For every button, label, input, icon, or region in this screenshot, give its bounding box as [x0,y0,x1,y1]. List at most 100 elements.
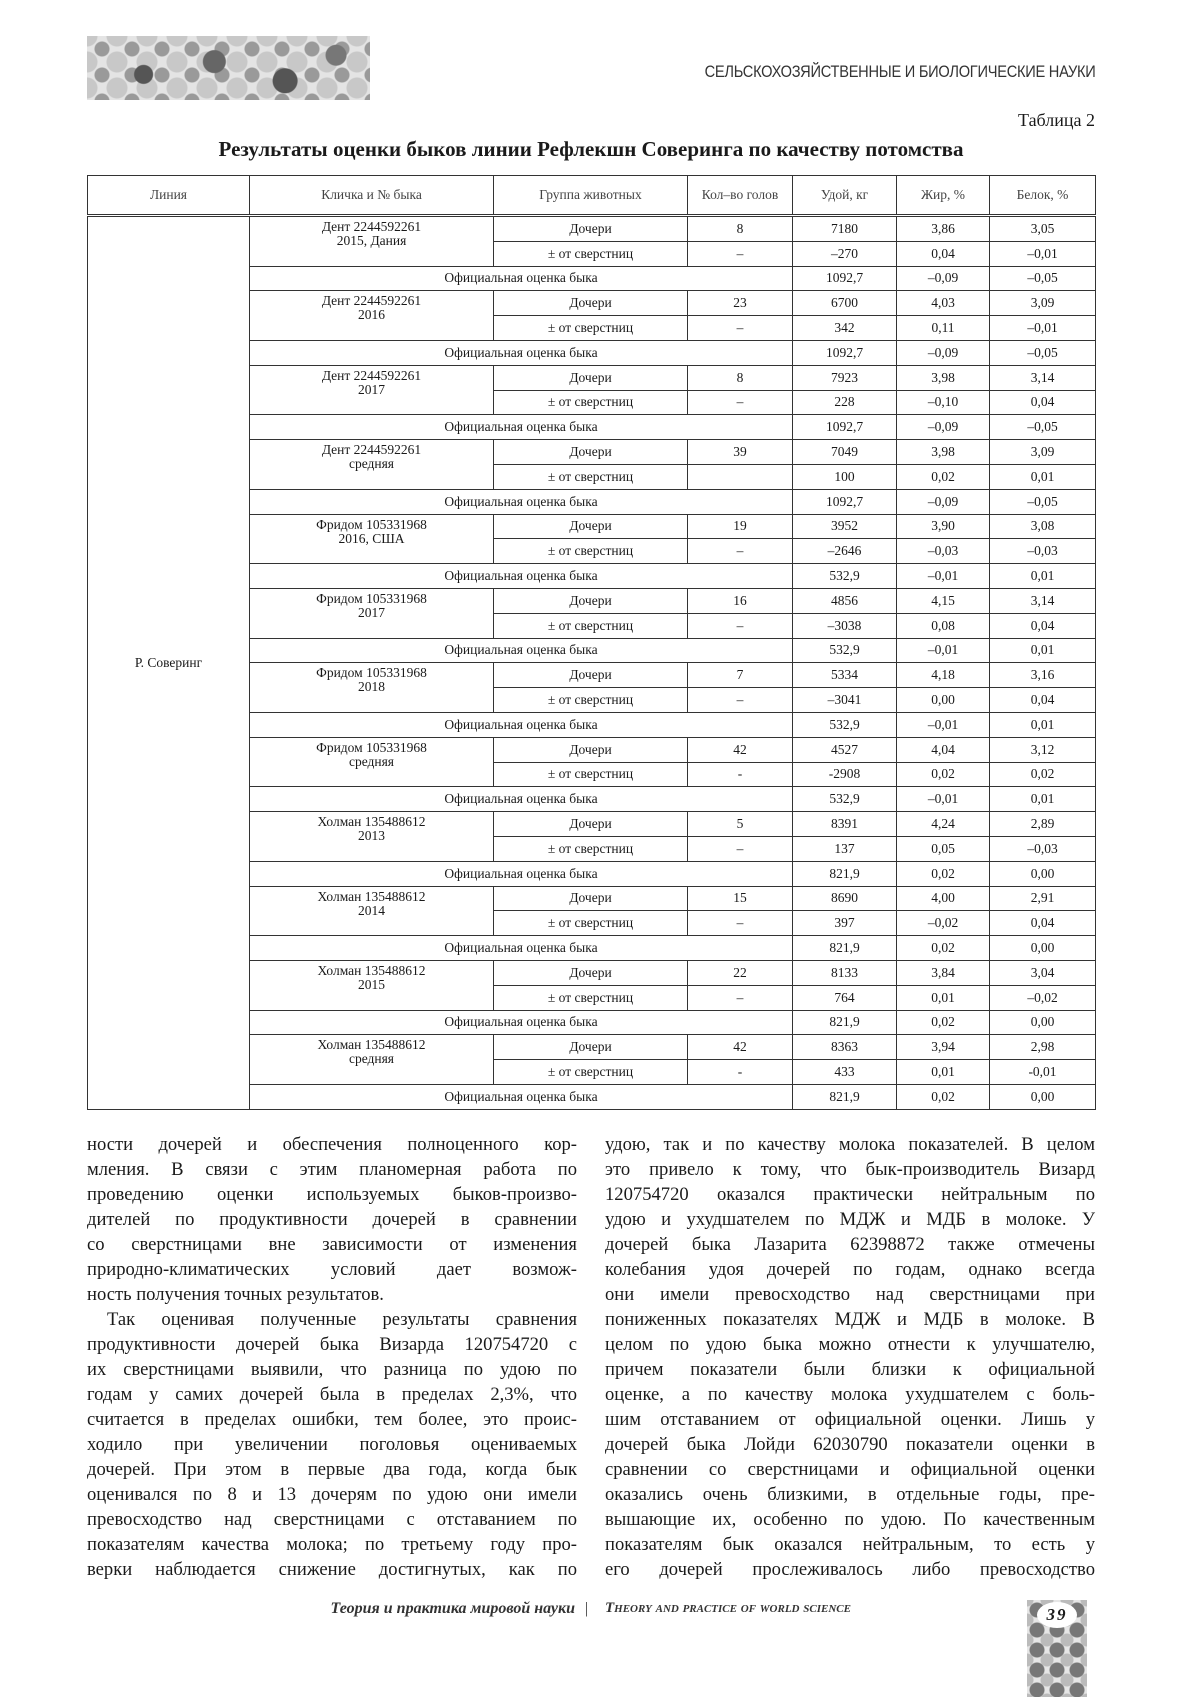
value-cell: 39 [688,440,793,465]
value-cell: 0,00 [990,861,1096,886]
value-cell: 5334 [793,663,897,688]
value-cell: 0,02 [990,762,1096,787]
value-cell: –0,03 [990,836,1096,861]
bull-name-cell: Холман 1354886122015 [250,960,494,1010]
text-line: их сверстницами выявили, что разница по … [87,1357,577,1382]
text-line: 120754720 оказался практически нейтральн… [605,1182,1095,1207]
group-label: ± от сверстниц [494,613,688,638]
text-line: проведению оценки используемых быков-про… [87,1182,577,1207]
value-cell: 7 [688,663,793,688]
group-label: ± от сверстниц [494,539,688,564]
text-line: дочерей быка Лойди 62030790 показатели о… [605,1432,1095,1457]
bull-name: Фридом 105331968 [250,592,493,606]
value-cell: 6700 [793,291,897,316]
bull-name-cell: Холман 1354886122013 [250,812,494,862]
value-cell: 4,15 [897,588,990,613]
value-cell: 821,9 [793,1010,897,1035]
value-cell [688,464,793,489]
value-cell: 0,08 [897,613,990,638]
group-label: Дочери [494,365,688,390]
results-table: ЛинияКличка и № быкаГруппа животныхКол–в… [87,175,1096,1110]
text-line: оказались очень близкими, в отдельные го… [605,1482,1095,1507]
value-cell: 8391 [793,812,897,837]
group-label: ± от сверстниц [494,316,688,341]
value-cell: – [688,985,793,1010]
section-title: СЕЛЬСКОХОЗЯЙСТВЕННЫЕ И БИОЛОГИЧЕСКИЕ НАУ… [704,62,1095,82]
bull-name: Фридом 105331968 [250,741,493,755]
bull-subtitle: 2013 [250,829,493,843]
value-cell: 23 [688,291,793,316]
value-cell: 2,91 [990,886,1096,911]
value-cell: 0,02 [897,861,990,886]
value-cell: - [688,762,793,787]
value-cell: 4,00 [897,886,990,911]
value-cell: 0,04 [990,613,1096,638]
group-label: Дочери [494,440,688,465]
value-cell: 4856 [793,588,897,613]
value-cell: 3,09 [990,440,1096,465]
official-label: Официальная оценка быка [250,415,793,440]
group-label: ± от сверстниц [494,241,688,266]
value-cell: 1092,7 [793,415,897,440]
value-cell: 0,04 [897,241,990,266]
table-row: Р. СоверингДент 22445922612015, ДанияДоч… [88,216,1096,242]
value-cell: 821,9 [793,1084,897,1109]
column-header: Линия [88,176,250,216]
value-cell: – [688,316,793,341]
official-label: Официальная оценка быка [250,340,793,365]
group-label: Дочери [494,588,688,613]
value-cell: 0,04 [990,911,1096,936]
value-cell: 3,12 [990,737,1096,762]
value-cell: 0,11 [897,316,990,341]
value-cell: 0,00 [897,688,990,713]
bull-name-cell: Фридом 105331968средняя [250,737,494,787]
value-cell: -2908 [793,762,897,787]
bull-name: Дент 2244592261 [250,369,493,383]
value-cell: –0,05 [990,340,1096,365]
text-column-right: удою, так и по качеству молока показател… [605,1132,1095,1582]
value-cell: –0,01 [897,564,990,589]
bull-name-cell: Дент 22445922612017 [250,365,494,415]
column-header: Жир, % [897,176,990,216]
bull-subtitle: 2015 [250,978,493,992]
value-cell: 2,89 [990,812,1096,837]
value-cell: 8363 [793,1035,897,1060]
bull-name-cell: Холман 1354886122014 [250,886,494,936]
value-cell: – [688,911,793,936]
value-cell: – [688,390,793,415]
text-line: ности дочерей и обеспечения полноценного… [87,1132,577,1157]
value-cell: 821,9 [793,936,897,961]
value-cell: 137 [793,836,897,861]
text-column-left: ности дочерей и обеспечения полноценного… [87,1132,577,1582]
group-label: ± от сверстниц [494,985,688,1010]
official-label: Официальная оценка быка [250,638,793,663]
value-cell: –0,09 [897,340,990,365]
text-line: дочерей быка Лазарита 62398872 также отм… [605,1232,1095,1257]
bull-subtitle: 2014 [250,904,493,918]
value-cell: 3,86 [897,216,990,242]
value-cell: –0,01 [897,787,990,812]
value-cell: –0,09 [897,415,990,440]
group-label: Дочери [494,216,688,242]
value-cell: – [688,539,793,564]
value-cell: –0,01 [897,712,990,737]
table-header-row: ЛинияКличка и № быкаГруппа животныхКол–в… [88,176,1096,216]
official-label: Официальная оценка быка [250,1010,793,1035]
value-cell: –0,01 [990,316,1096,341]
value-cell: 3952 [793,514,897,539]
bull-name: Дент 2244592261 [250,294,493,308]
bull-name-cell: Дент 22445922612016 [250,291,494,341]
bull-name-cell: Фридом 1053319682018 [250,663,494,713]
bull-subtitle: 2017 [250,606,493,620]
value-cell: –0,02 [990,985,1096,1010]
value-cell: 19 [688,514,793,539]
group-label: ± от сверстниц [494,464,688,489]
value-cell: 3,84 [897,960,990,985]
value-cell: 42 [688,737,793,762]
value-cell: 532,9 [793,712,897,737]
group-label: ± от сверстниц [494,762,688,787]
value-cell: 3,08 [990,514,1096,539]
bull-name-cell: Дент 2244592261средняя [250,440,494,490]
bull-name-cell: Фридом 1053319682016, США [250,514,494,564]
value-cell: 0,02 [897,1084,990,1109]
